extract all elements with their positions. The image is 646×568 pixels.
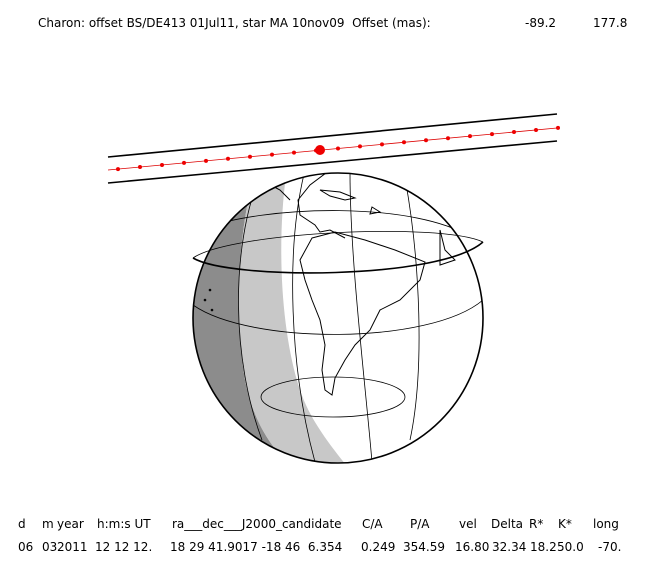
column-header: long	[593, 517, 619, 531]
path-dot	[424, 138, 428, 143]
path-dot	[402, 140, 406, 145]
path-dot	[556, 125, 560, 130]
cell: 18 29 41.9017 -18 46 6.354	[170, 540, 342, 554]
column-header: R*	[529, 517, 543, 531]
shading	[193, 173, 350, 463]
event-point	[315, 145, 325, 155]
column-header: P/A	[410, 517, 430, 531]
column-header: vel	[459, 517, 477, 531]
cell: 16.80	[455, 540, 489, 554]
path-dot	[336, 146, 340, 151]
path-dot	[204, 158, 208, 163]
cell: 06	[18, 540, 33, 554]
path-dot	[358, 144, 362, 149]
column-header: C/A	[362, 517, 383, 531]
cell: 32.34	[492, 540, 526, 554]
cell: 354.59	[403, 540, 445, 554]
path-dot	[512, 130, 516, 135]
column-header: Delta	[491, 517, 523, 531]
path-dot	[270, 152, 274, 157]
cell: 0.249	[361, 540, 395, 554]
column-header: m	[42, 517, 54, 531]
info-table: d m year h:m:s UT ra___dec___J2000_candidate…	[18, 517, 621, 554]
column-header: K*	[558, 517, 572, 531]
cell: 18.2	[530, 540, 557, 554]
path-dot	[446, 136, 450, 141]
globe	[192, 172, 484, 464]
title: Charon: offset BS/DE413 01Jul11, star MA…	[38, 16, 431, 30]
path-dot	[490, 132, 494, 137]
column-header: ra___dec___J2000_candidate	[172, 517, 342, 531]
path-dot	[292, 150, 296, 155]
path-dot	[182, 160, 186, 165]
path-dot	[468, 134, 472, 139]
occultation-path	[107, 113, 560, 184]
offset-y: 177.8	[593, 16, 627, 30]
continents	[203, 173, 456, 396]
cell: -70.	[598, 540, 621, 554]
cell: 03	[42, 540, 57, 554]
column-header: h:m:s UT	[97, 517, 151, 531]
path-dot	[226, 156, 230, 161]
path-dot	[116, 167, 120, 172]
path-dot	[138, 165, 142, 170]
offset-x: -89.2	[525, 16, 556, 30]
column-header: year	[57, 517, 84, 531]
path-dot	[380, 142, 384, 147]
path-dot	[534, 127, 538, 132]
cell: 50.0	[557, 540, 584, 554]
path-dot	[160, 162, 164, 167]
column-header: d	[18, 517, 26, 531]
path-dot	[248, 154, 252, 159]
cell: 12 12 12.	[95, 540, 152, 554]
cell: 2011	[57, 540, 88, 554]
graticule	[193, 173, 483, 463]
